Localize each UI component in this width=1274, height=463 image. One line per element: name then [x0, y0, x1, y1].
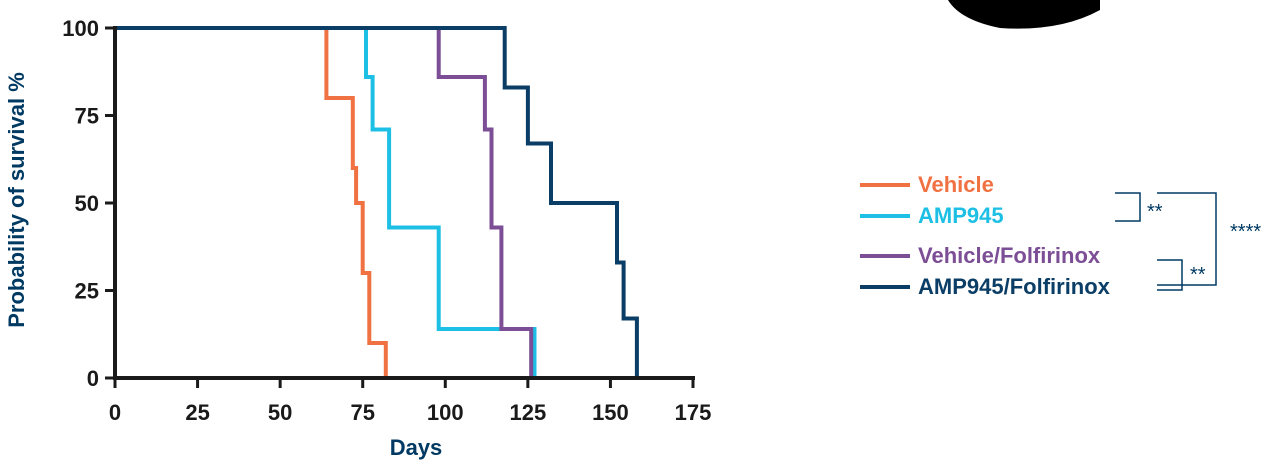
- x-tick-label: 150: [592, 400, 629, 425]
- series-line-amp945-folfirinox: [115, 26, 639, 378]
- y-tick-label: 75: [75, 104, 99, 129]
- series-line-amp945: [115, 26, 537, 378]
- x-tick-label: 75: [350, 400, 374, 425]
- significance-label: **: [1190, 264, 1206, 286]
- x-tick-label: 0: [109, 400, 121, 425]
- legend-label: AMP945/Folfirinox: [918, 274, 1111, 299]
- significance-label: **: [1147, 201, 1163, 223]
- y-tick-label: 50: [75, 191, 99, 216]
- decorative-corner-shape: [948, 0, 1100, 29]
- y-tick-label: 100: [62, 16, 99, 41]
- x-axis-title: Days: [390, 435, 443, 460]
- y-axis-title: Probability of survival %: [4, 72, 29, 328]
- significance-label: ****: [1230, 221, 1261, 243]
- x-tick-label: 25: [185, 400, 209, 425]
- legend-label: Vehicle/Folfirinox: [918, 243, 1101, 268]
- significance-bracket: [1157, 192, 1217, 286]
- series-line-vehicle: [115, 26, 388, 378]
- x-tick-label: 125: [509, 400, 546, 425]
- x-tick-label: 50: [268, 400, 292, 425]
- legend-label: AMP945: [918, 203, 1004, 228]
- x-tick-label: 175: [675, 400, 712, 425]
- y-tick-label: 25: [75, 279, 99, 304]
- significance-bracket: [1115, 192, 1141, 222]
- series-line-vehicle-folfirinox: [115, 26, 534, 378]
- significance-bracket: [1157, 259, 1183, 291]
- x-tick-label: 100: [427, 400, 464, 425]
- y-tick-label: 0: [87, 366, 99, 391]
- legend-label: Vehicle: [918, 172, 994, 197]
